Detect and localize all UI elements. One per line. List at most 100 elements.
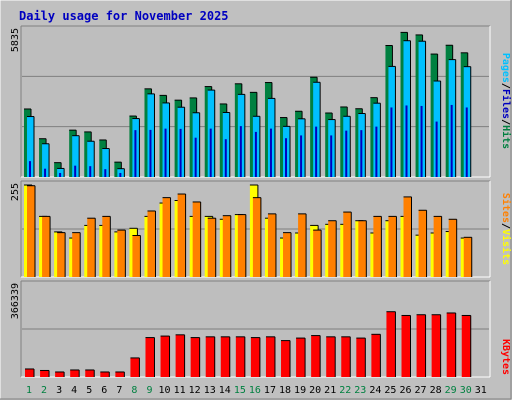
legend-hits-files-pages: Pages/Files/Hits: [500, 53, 512, 149]
bar-pages: [315, 126, 318, 177]
bar-pages: [179, 128, 182, 177]
bar-sites: [313, 230, 322, 277]
bar-pages: [405, 105, 408, 177]
bar-sites: [132, 235, 141, 277]
day-label-6: 6: [101, 385, 107, 396]
bar-files: [102, 148, 110, 177]
bar-files: [27, 116, 34, 177]
bar-pages: [44, 168, 47, 177]
day-label-18: 18: [279, 385, 291, 396]
bar-pages: [330, 135, 333, 177]
y-max-label: 5835: [10, 28, 21, 52]
bar-kbytes: [235, 336, 245, 377]
bar-sites: [27, 185, 35, 277]
day-label-16: 16: [249, 385, 261, 396]
y-max-label: 255: [10, 183, 21, 201]
bar-pages: [119, 172, 122, 177]
bar-sites: [358, 220, 367, 277]
bar-pages: [450, 104, 453, 177]
y-max-label: 366339: [10, 283, 21, 319]
day-label-22: 22: [339, 385, 351, 396]
bar-pages: [254, 131, 257, 177]
bar-kbytes: [386, 311, 396, 377]
bar-kbytes: [356, 338, 366, 377]
bar-pages: [435, 121, 438, 177]
bar-sites: [267, 213, 276, 277]
bar-sites: [57, 232, 66, 277]
bar-kbytes: [281, 340, 291, 377]
legend-entry-hits: Hits: [500, 125, 512, 149]
day-label-23: 23: [354, 385, 366, 396]
day-label-28: 28: [430, 385, 442, 396]
day-label-13: 13: [204, 385, 216, 396]
day-label-4: 4: [71, 385, 77, 396]
day-label-24: 24: [369, 385, 381, 396]
bar-pages: [194, 137, 197, 177]
bar-pages: [345, 130, 348, 177]
chart-panels: 5835Pages/Files/Hits255Sites/Visits36633…: [10, 25, 512, 378]
legend-entry-slash: /: [500, 83, 511, 89]
bar-pages: [269, 128, 272, 177]
bar-sites: [448, 219, 457, 277]
bar-sites: [343, 212, 352, 277]
bar-pages: [285, 138, 288, 177]
bar-pages: [465, 107, 468, 177]
bar-kbytes: [326, 336, 336, 377]
bar-sites: [147, 210, 156, 277]
bar-pages: [300, 135, 303, 177]
panel-visits-sites: 255 Sites/Visits: [10, 180, 512, 278]
bar-pages: [390, 107, 393, 177]
legend-visits-sites: Sites/Visits: [500, 193, 512, 265]
day-label-7: 7: [116, 385, 122, 396]
bar-kbytes: [341, 336, 351, 377]
bar-kbytes: [160, 336, 170, 377]
bar-sites: [328, 220, 337, 277]
bar-kbytes: [55, 371, 65, 377]
bar-pages: [420, 105, 423, 177]
legend-entry-sites: Sites: [500, 193, 512, 223]
day-label-21: 21: [324, 385, 336, 396]
bar-kbytes: [371, 334, 381, 377]
bar-sites: [72, 232, 81, 277]
bar-sites: [87, 218, 96, 277]
legend-entry-slash: /: [500, 223, 511, 229]
bar-sites: [433, 216, 442, 277]
bar-sites: [403, 196, 412, 277]
day-label-1: 1: [26, 385, 32, 396]
bar-sites: [237, 214, 246, 277]
day-label-29: 29: [445, 385, 457, 396]
legend-entry-slash: /: [500, 119, 511, 125]
legend-entry-files: Files: [500, 89, 512, 119]
bar-pages: [239, 126, 242, 177]
bar-kbytes: [265, 336, 275, 377]
day-label-25: 25: [384, 385, 396, 396]
bar-sites: [162, 197, 171, 277]
bar-sites: [252, 197, 261, 277]
day-label-10: 10: [159, 385, 171, 396]
legend-kbytes: KBytes: [500, 339, 511, 375]
legend-entry-pages: Pages: [500, 53, 511, 83]
day-label-3: 3: [56, 385, 62, 396]
bar-sites: [298, 213, 307, 277]
day-label-11: 11: [174, 385, 186, 396]
bar-kbytes: [446, 312, 456, 377]
bar-kbytes: [205, 336, 215, 377]
bar-pages: [59, 172, 62, 177]
bar-sites: [418, 210, 427, 277]
bar-pages: [224, 139, 227, 177]
bar-pages: [164, 128, 167, 177]
day-label-5: 5: [86, 385, 92, 396]
bar-sites: [222, 215, 231, 277]
bar-sites: [283, 232, 292, 277]
bar-kbytes: [100, 371, 110, 377]
bar-pages: [360, 130, 363, 177]
bar-kbytes: [70, 369, 80, 377]
bar-kbytes: [416, 314, 426, 377]
day-label-19: 19: [294, 385, 306, 396]
chart-title: Daily usage for November 2025: [19, 9, 229, 23]
bar-sites: [463, 237, 472, 277]
bar-pages: [375, 126, 378, 177]
bar-files: [72, 135, 80, 177]
